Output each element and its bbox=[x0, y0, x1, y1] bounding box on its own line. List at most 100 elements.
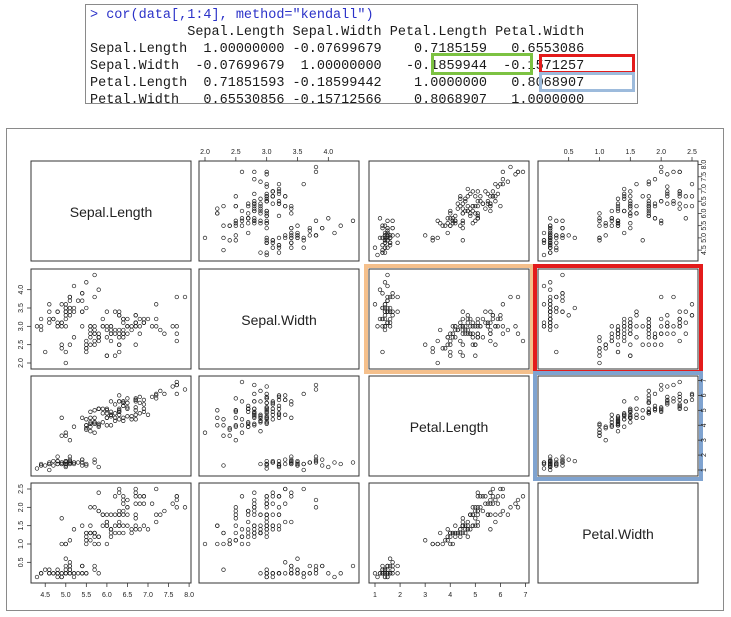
data-point bbox=[100, 411, 105, 416]
data-point bbox=[473, 516, 478, 521]
data-point bbox=[133, 408, 138, 413]
data-point bbox=[677, 338, 682, 344]
data-point bbox=[628, 409, 633, 414]
data-point bbox=[258, 412, 263, 417]
highlight-panel-frame bbox=[364, 264, 534, 374]
data-point bbox=[500, 181, 506, 187]
data-point bbox=[377, 571, 383, 576]
data-point bbox=[628, 324, 633, 329]
data-point bbox=[460, 327, 465, 333]
data-point bbox=[307, 460, 312, 465]
data-point bbox=[475, 320, 480, 325]
data-point bbox=[227, 238, 232, 243]
data-point bbox=[264, 218, 269, 223]
data-point bbox=[382, 235, 388, 241]
data-point bbox=[63, 461, 68, 467]
data-point bbox=[84, 349, 89, 355]
data-point bbox=[80, 324, 85, 329]
data-point bbox=[382, 327, 388, 333]
data-point bbox=[485, 512, 491, 517]
data-point bbox=[112, 494, 118, 499]
x-tick-label: 5.0 bbox=[61, 592, 71, 599]
data-point bbox=[51, 463, 56, 468]
data-point bbox=[264, 411, 269, 416]
data-point bbox=[634, 335, 639, 340]
data-point bbox=[390, 571, 395, 576]
data-point bbox=[258, 415, 263, 420]
data-point bbox=[460, 206, 465, 211]
data-point bbox=[438, 530, 443, 536]
data-point bbox=[554, 245, 559, 250]
data-point bbox=[258, 218, 263, 223]
panel-frame bbox=[30, 268, 192, 370]
data-point bbox=[615, 417, 621, 422]
data-point bbox=[463, 530, 468, 536]
data-point bbox=[141, 494, 147, 499]
data-point bbox=[264, 408, 269, 413]
data-point bbox=[498, 181, 503, 187]
data-point bbox=[270, 400, 275, 406]
data-point bbox=[264, 512, 269, 517]
data-point bbox=[270, 201, 275, 206]
data-point bbox=[96, 541, 101, 547]
data-point bbox=[548, 216, 553, 221]
data-point bbox=[488, 208, 493, 214]
data-point bbox=[338, 571, 343, 576]
data-point bbox=[597, 360, 602, 366]
data-point bbox=[320, 463, 325, 468]
data-point bbox=[174, 331, 179, 336]
data-point bbox=[71, 305, 77, 311]
data-point bbox=[548, 461, 553, 467]
data-point bbox=[548, 233, 553, 238]
data-point bbox=[92, 415, 97, 420]
data-point bbox=[689, 393, 695, 398]
data-point bbox=[646, 411, 651, 416]
data-point bbox=[264, 250, 269, 255]
data-point bbox=[480, 508, 486, 514]
data-point bbox=[92, 420, 97, 425]
data-point bbox=[448, 353, 453, 358]
console-row-text: Petal.Width 0.65530856 -0.15712566 0.806… bbox=[90, 93, 585, 108]
data-point bbox=[390, 294, 395, 300]
data-point bbox=[125, 405, 130, 410]
data-point bbox=[470, 523, 475, 528]
data-point bbox=[174, 391, 179, 397]
data-point bbox=[332, 574, 337, 580]
data-point bbox=[63, 463, 68, 468]
data-point bbox=[480, 316, 486, 322]
data-point bbox=[628, 206, 633, 211]
data-point bbox=[597, 349, 602, 355]
data-point bbox=[375, 324, 380, 329]
data-point bbox=[453, 335, 458, 340]
data-point bbox=[301, 245, 306, 250]
data-point bbox=[665, 201, 670, 206]
data-point bbox=[468, 206, 473, 211]
data-point bbox=[460, 218, 465, 223]
data-point bbox=[659, 316, 664, 322]
data-point bbox=[276, 505, 282, 510]
data-point bbox=[683, 216, 688, 221]
data-point bbox=[640, 324, 645, 329]
data-point bbox=[92, 338, 97, 344]
data-point bbox=[233, 218, 238, 223]
data-point bbox=[313, 567, 319, 572]
data-point bbox=[554, 463, 559, 468]
data-point bbox=[634, 324, 639, 329]
data-point bbox=[104, 327, 110, 333]
data-point bbox=[264, 530, 269, 536]
data-point bbox=[488, 331, 493, 336]
data-point bbox=[47, 316, 52, 322]
data-point bbox=[264, 527, 269, 532]
data-point bbox=[301, 238, 306, 243]
panel-frame bbox=[537, 268, 699, 370]
data-point bbox=[640, 342, 645, 347]
data-point bbox=[609, 218, 614, 223]
panel-frame bbox=[30, 482, 192, 584]
data-point bbox=[603, 424, 608, 429]
data-point bbox=[133, 342, 138, 347]
data-point bbox=[634, 412, 639, 417]
data-point bbox=[443, 346, 448, 351]
data-point bbox=[665, 384, 670, 389]
data-point bbox=[233, 415, 238, 420]
data-point bbox=[264, 497, 269, 503]
